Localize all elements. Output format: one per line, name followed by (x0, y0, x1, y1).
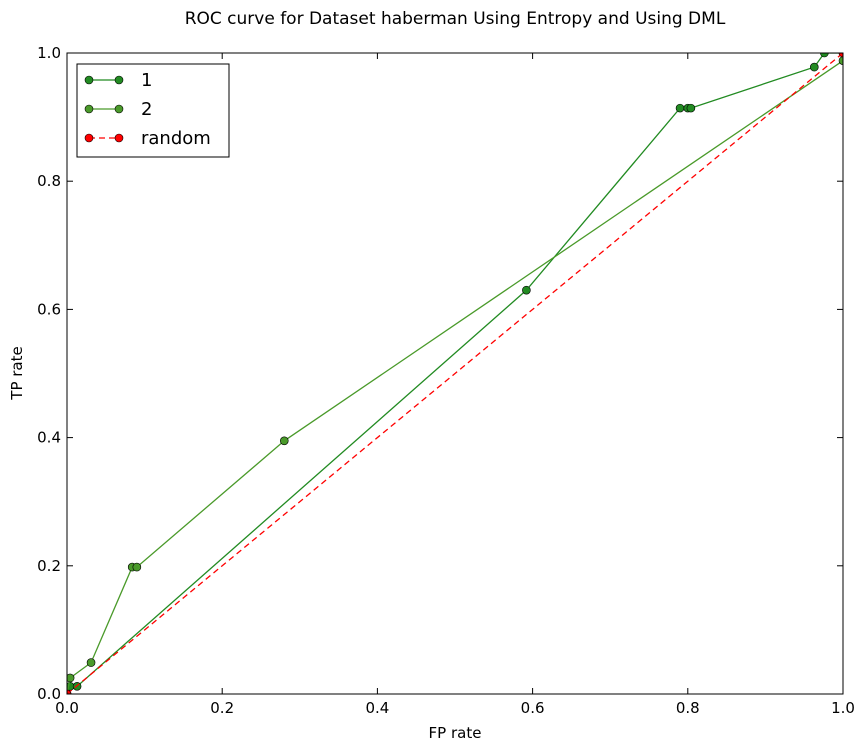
data-point-1 (686, 103, 696, 113)
y-tick-label: 0.8 (37, 172, 61, 190)
chart-title: ROC curve for Dataset haberman Using Ent… (185, 9, 726, 29)
plot-frame (66, 52, 844, 695)
data-point-random (67, 689, 72, 694)
x-tick-label: 0.4 (365, 699, 389, 717)
data-point-2 (279, 436, 289, 446)
data-point-1 (675, 103, 685, 113)
y-tick-label: 0.2 (37, 557, 61, 575)
legend-marker-2 (114, 104, 124, 114)
x-tick-label: 0.6 (521, 699, 545, 717)
plot-ticks: 0.0 0.2 0.4 0.6 0.8 1.0 0.0 0.2 0.4 0.6 0.8 1.0 (37, 44, 855, 717)
series-2 (67, 56, 843, 694)
legend-label-2: 2 (141, 99, 152, 120)
y-tick-label: 0.0 (37, 685, 61, 703)
legend-marker-2 (84, 104, 94, 114)
data-point-random (838, 53, 843, 58)
x-tick-label: 1.0 (831, 699, 855, 717)
y-tick-label: 1.0 (37, 44, 61, 62)
data-point-2 (838, 56, 843, 65)
x-tick-label: 0.8 (676, 699, 700, 717)
legend-marker-1 (84, 75, 94, 85)
data-point-2 (67, 673, 75, 683)
legend-label-random: random (141, 128, 211, 149)
y-axis-label: TP rate (8, 346, 26, 400)
data-point-1 (820, 53, 829, 58)
y-tick-label: 0.4 (37, 429, 61, 447)
x-tick-label: 0.2 (210, 699, 234, 717)
legend-marker-random (84, 133, 94, 143)
legend: 1 2 random (76, 63, 230, 158)
data-point-1 (809, 62, 819, 72)
data-point-2 (132, 562, 142, 572)
legend-marker-1 (114, 75, 124, 85)
legend-marker-random (114, 133, 124, 143)
y-tick-label: 0.6 (37, 300, 61, 318)
legend-label-1: 1 (141, 70, 152, 91)
plot-series (67, 53, 843, 694)
data-point-2 (86, 658, 96, 667)
series-line-random (67, 53, 843, 694)
series-random (67, 53, 843, 694)
x-tick-label: 0.0 (55, 699, 79, 717)
x-axis-label: FP rate (429, 724, 482, 742)
data-point-1 (522, 285, 531, 295)
legend-items: 1 2 random (84, 70, 211, 149)
